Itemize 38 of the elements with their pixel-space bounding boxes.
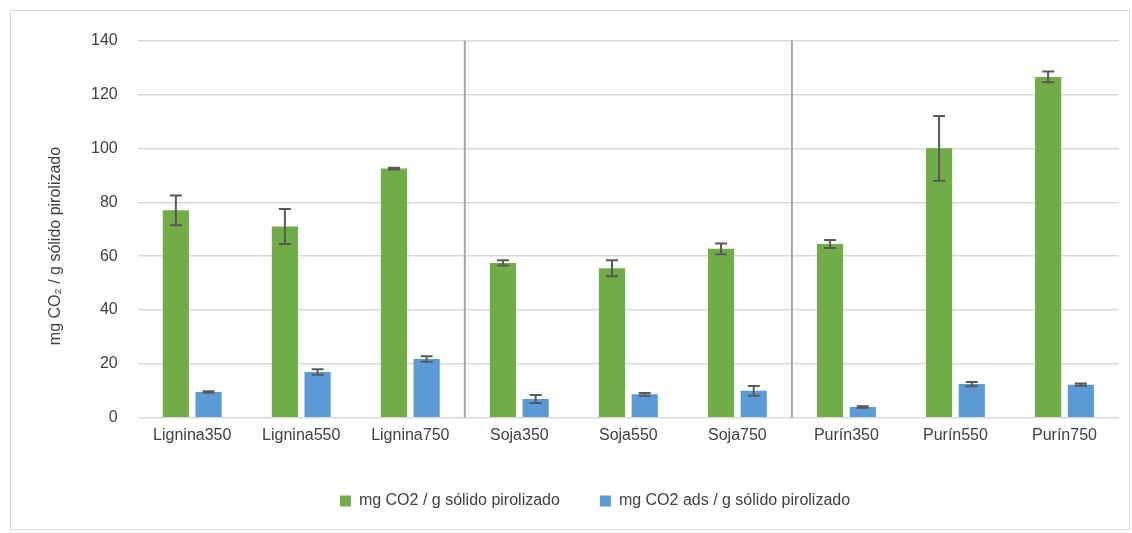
bar [707, 248, 735, 418]
bar [195, 391, 222, 418]
x-tick-label: Soja750 [708, 425, 767, 443]
bar [380, 168, 408, 418]
bar [740, 390, 767, 418]
y-tick-label: 60 [99, 246, 118, 264]
x-tick-label: Lignina550 [262, 425, 341, 443]
legend-label: mg CO2 ads / g sólido pirolizado [618, 491, 851, 509]
x-tick-label: Purín350 [813, 425, 879, 443]
bar [489, 262, 517, 418]
y-tick-label: 120 [90, 84, 118, 102]
x-tick-label: Purín750 [1032, 425, 1098, 443]
bar [304, 372, 331, 418]
bar [598, 268, 626, 418]
bar [849, 407, 876, 418]
y-tick-label: 80 [99, 192, 118, 210]
bar [522, 398, 549, 418]
y-tick-label: 140 [90, 31, 118, 49]
y-tick-label: 20 [99, 354, 118, 372]
y-tick-label: 0 [108, 408, 118, 426]
x-tick-label: Purín550 [922, 425, 989, 443]
bar [413, 359, 440, 418]
bar [926, 148, 953, 418]
bar [631, 394, 658, 418]
bar [271, 226, 298, 418]
y-tick-label: 100 [90, 138, 118, 156]
bar [958, 384, 985, 418]
bar [1035, 76, 1062, 418]
x-tick-label: Lignina750 [371, 425, 450, 443]
x-tick-label: Soja550 [598, 425, 658, 443]
bar [162, 210, 189, 418]
legend-label: mg CO2 / g sólido pirolizado [358, 491, 560, 509]
bar [816, 244, 844, 418]
y-axis-title: mg CO₂ / g sólido pirolizado [46, 146, 64, 346]
bar [1067, 384, 1094, 418]
x-tick-label: Lignina350 [153, 425, 232, 443]
x-tick-label: Soja350 [489, 425, 549, 443]
y-tick-label: 40 [99, 300, 118, 318]
